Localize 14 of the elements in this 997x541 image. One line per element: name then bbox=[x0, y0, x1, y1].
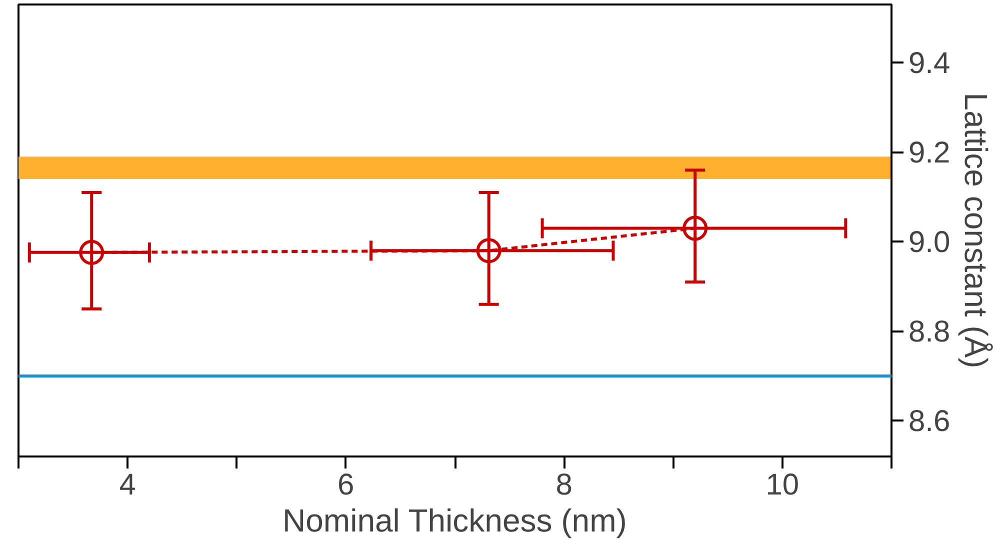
y-tick-label: 9.4 bbox=[908, 47, 950, 80]
point bbox=[476, 238, 502, 264]
point bbox=[682, 216, 708, 241]
x-tick-label: 4 bbox=[119, 468, 136, 502]
y-tick-label: 8.6 bbox=[908, 405, 950, 438]
y-tick-label: 9.2 bbox=[908, 136, 950, 170]
x-tick-label: 8 bbox=[556, 468, 572, 502]
y-axis-title: Lattice constant (Å) bbox=[958, 92, 994, 368]
x-tick-label: 6 bbox=[338, 468, 354, 502]
x-axis-title: Nominal Thickness (nm) bbox=[282, 502, 627, 538]
x-tick-label: 10 bbox=[766, 468, 800, 502]
point bbox=[79, 240, 104, 265]
y-tick-label: 9.0 bbox=[908, 226, 950, 260]
y-tick-label: 8.8 bbox=[908, 316, 950, 349]
